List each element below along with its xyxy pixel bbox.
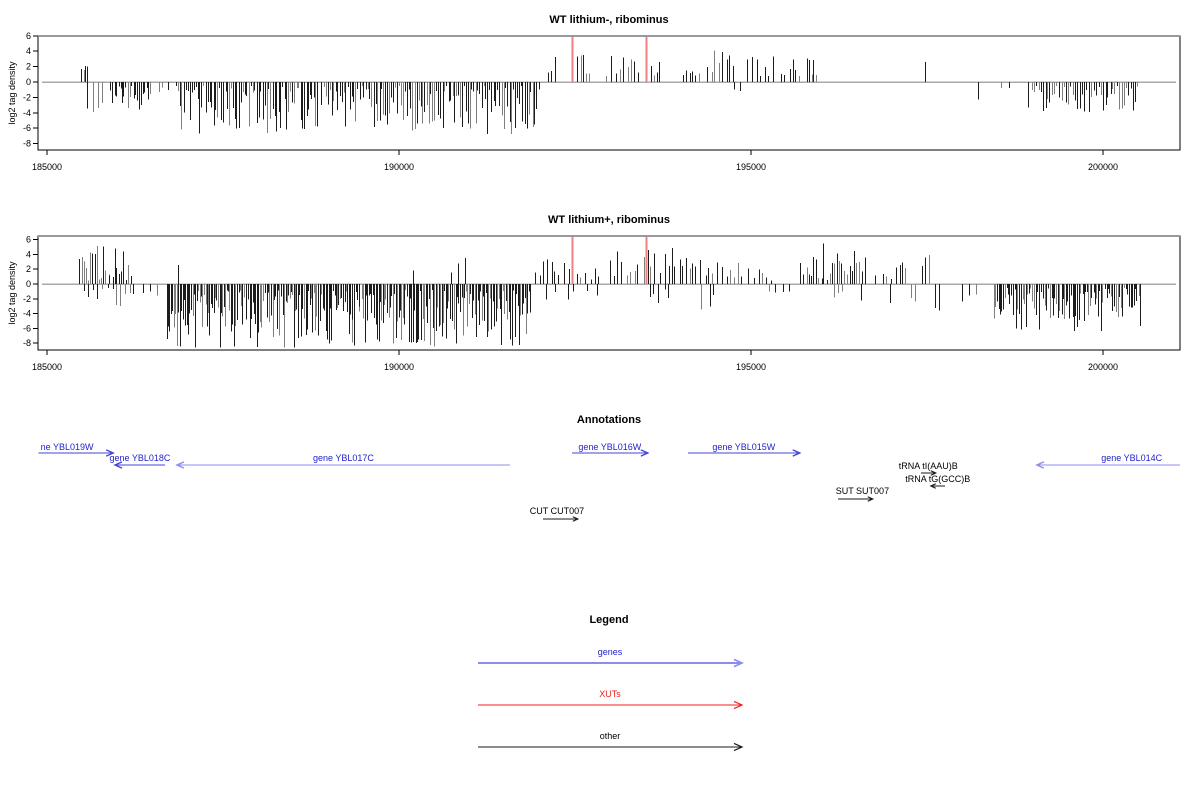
y-tick-label: 2 [26,264,31,274]
y-tick-label: 4 [26,249,31,259]
panel-top-title: WT lithium-, ribominus [549,14,668,26]
annotation-label: tRNA tG(GCC)B [905,474,970,484]
y-tick-label: 2 [26,62,31,72]
y-tick-label: 4 [26,46,31,56]
annotations-section: Annotations ne YBL019W gene YBL018C gene YB… [38,414,1180,522]
x-tick-label: 195000 [736,162,766,172]
panel-bottom-ylabel: log2 tag density [7,261,17,325]
annotation-label: gene YBL014C [1101,453,1162,463]
annotation-label: gene YBL018C [110,453,171,463]
y-tick-label: 6 [26,31,31,41]
arrow-head [930,470,938,476]
gene-arrow-gene-YBL018C: gene YBL018C [110,453,171,469]
arrow-head [105,449,115,457]
x-tick-label: 200000 [1088,362,1118,372]
feature-arrow-tRNA-tI-AAU-B: tRNA tI(AAU)B [899,461,958,476]
y-tick-label: 0 [26,279,31,289]
annotation-label: gene YBL015W [712,442,775,452]
annotations-title: Annotations [577,414,641,426]
gene-arrow-ne-YBL019W: ne YBL019W [38,442,115,457]
panel-top-spikes [81,50,1138,135]
legend-title: Legend [589,614,628,626]
arrow-head [640,449,650,457]
panel-bottom: WT lithium+, ribominus 6 4 2 0 -2 -4 -6 -8 log2 t… [7,214,1181,372]
arrow-head [929,483,937,489]
panel-top-y-axis: 6 4 2 0 -2 -4 -6 -8 log2 tag density [7,31,38,149]
y-tick-label: -2 [23,294,31,304]
panel-top: WT lithium-, ribominus 6 4 2 0 -2 -4 -6 -8 log2 t… [7,14,1181,172]
y-tick-label: -4 [23,309,31,319]
legend-label: XUTs [599,689,621,699]
y-tick-label: -6 [23,123,31,133]
arrow-head [113,461,123,469]
legend-entry-genes: genes [478,647,744,668]
legend-entry-other: other [478,731,744,752]
arrow-head [733,742,744,752]
panel-bottom-spikes [79,243,1141,348]
annotation-label: tRNA tI(AAU)B [899,461,958,471]
panel-top-x-axis: 185000 190000 195000 200000 [32,150,1118,172]
x-tick-label: 190000 [384,362,414,372]
annotation-label: SUT SUT007 [836,486,889,496]
arrow-head [1035,461,1045,469]
panel-top-box [37,35,1181,151]
panel-bottom-x-axis: 185000 190000 195000 200000 [32,350,1118,372]
x-tick-label: 200000 [1088,162,1118,172]
legend-entry-XUTs: XUTs [478,689,744,710]
annotation-label: gene YBL017C [313,453,374,463]
annotation-label: CUT CUT007 [530,506,584,516]
legend-label: genes [598,647,623,657]
arrow-head [175,461,185,469]
panel-bottom-y-axis: 6 4 2 0 -2 -4 -6 -8 log2 tag density [7,235,38,348]
panel-bottom-title: WT lithium+, ribominus [548,214,670,226]
gene-arrow-gene-YBL014C: gene YBL014C [1035,453,1180,469]
y-tick-label: -6 [23,323,31,333]
x-tick-label: 195000 [736,362,766,372]
panel-top-ylabel: log2 tag density [7,61,17,125]
annotation-label: ne YBL019W [41,442,94,452]
annotation-label: gene YBL016W [578,442,641,452]
gene-arrow-gene-YBL017C: gene YBL017C [175,453,510,469]
arrow-head [572,516,580,522]
y-tick-label: -8 [23,338,31,348]
y-tick-label: 0 [26,77,31,87]
x-tick-label: 190000 [384,162,414,172]
arrow-head [792,449,802,457]
x-tick-label: 185000 [32,362,62,372]
legend-section: Legend genes XUTs other [478,614,744,752]
feature-arrow-CUT-CUT007: CUT CUT007 [530,506,584,522]
gene-arrow-gene-YBL016W: gene YBL016W [571,442,650,457]
arrow-head [867,496,875,502]
feature-arrow-SUT-SUT007: SUT SUT007 [836,486,889,502]
y-tick-label: -8 [23,139,31,149]
arrow-head [733,700,744,710]
y-tick-label: 6 [26,235,31,245]
y-tick-label: -4 [23,108,31,118]
legend-label: other [600,731,621,741]
x-tick-label: 185000 [32,162,62,172]
arrow-head [733,658,744,668]
y-tick-label: -2 [23,92,31,102]
feature-arrow-tRNA-tG-GCC-B: tRNA tG(GCC)B [905,474,970,489]
gene-arrow-gene-YBL015W: gene YBL015W [687,442,802,457]
